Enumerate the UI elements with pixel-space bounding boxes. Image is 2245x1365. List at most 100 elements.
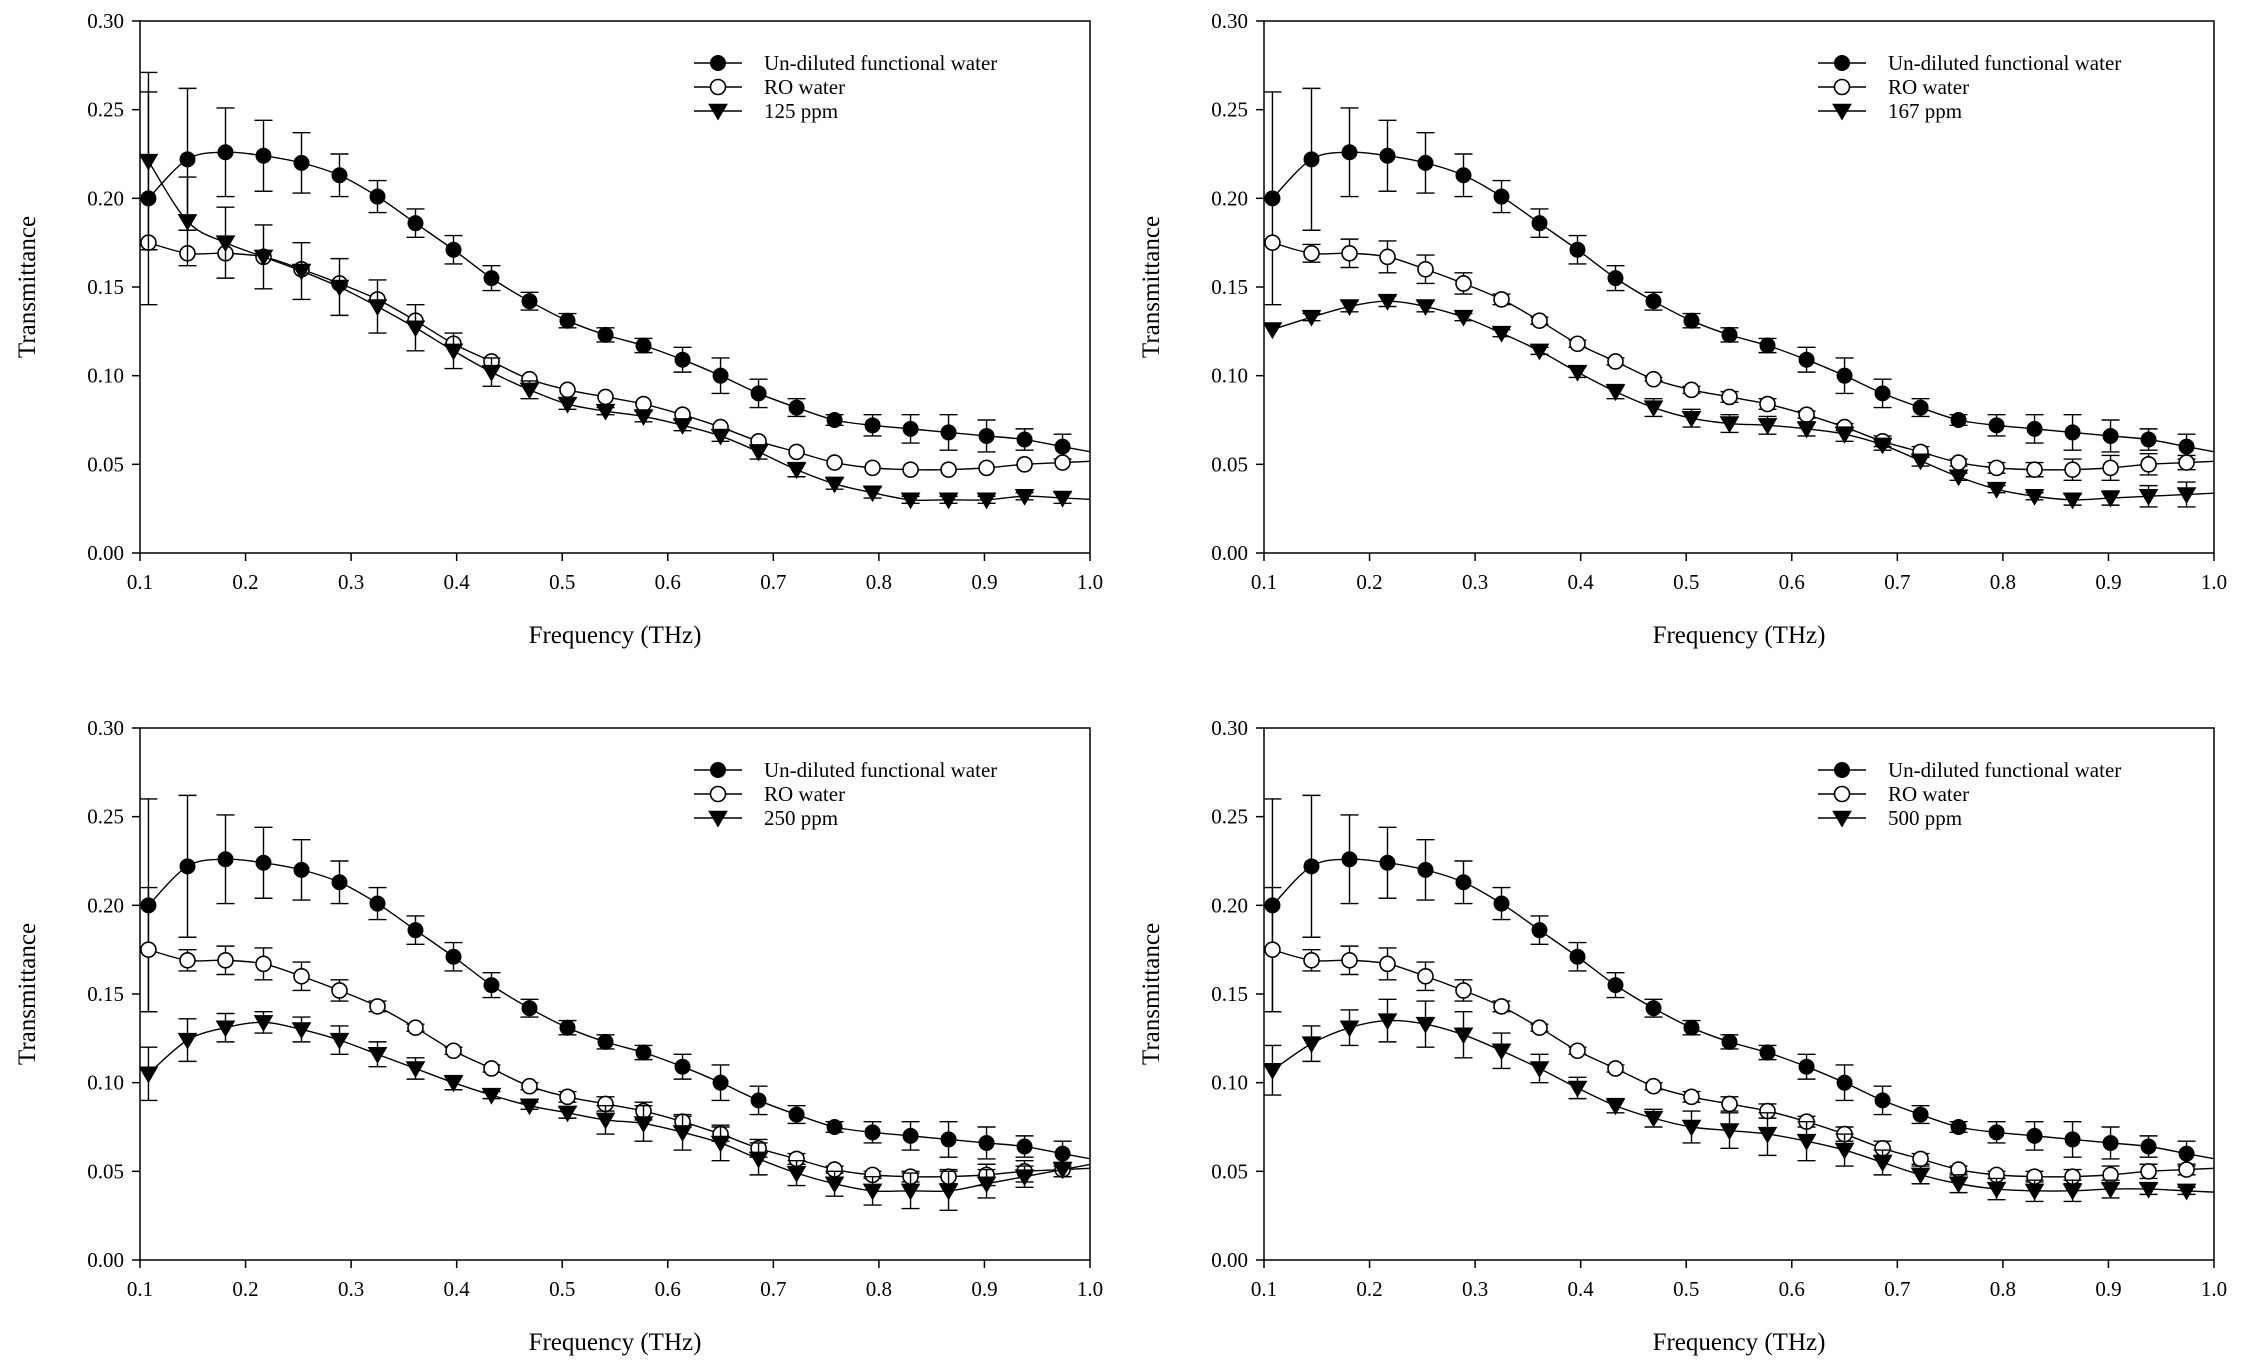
legend-marker [1834,762,1850,778]
data-point [597,1033,614,1050]
data-point [2024,489,2045,506]
x-tick-label: 0.1 [127,1277,153,1301]
legend-label: 250 ppm [764,806,838,830]
data-point [1569,241,1586,258]
data-point [1798,351,1815,368]
data-point [179,151,196,168]
data-point [748,1151,769,1169]
y-tick-label: 0.30 [87,716,124,740]
data-point [1719,1123,1740,1141]
data-point [255,955,272,973]
data-point [445,948,462,965]
data-point [1417,861,1434,878]
data-point [445,241,462,258]
data-point [1303,952,1320,969]
data-point [1016,1138,1033,1155]
data-point [1379,955,1396,973]
data-point [1836,1074,1853,1091]
y-tick-label: 0.10 [1211,364,1248,388]
y-tick-label: 0.10 [1211,1071,1248,1095]
data-point [2176,1183,2197,1201]
x-tick-label: 0.2 [232,1277,258,1301]
data-point [1681,1119,1702,1137]
data-point [2178,1161,2195,1178]
data-point [1721,1095,1738,1113]
data-point [1453,1027,1474,1045]
data-point [1796,421,1817,439]
data-point [2100,490,2121,508]
data-point [940,424,957,441]
data-point [1341,144,1358,161]
data-point [1493,895,1510,912]
y-tick-label: 0.20 [1211,186,1248,210]
data-point [255,854,272,871]
x-tick-label: 0.4 [444,1277,471,1301]
data-point [1264,1063,1283,1080]
x-tick-label: 0.9 [971,570,997,594]
y-tick-label: 0.10 [87,364,124,388]
data-point [1950,1119,1967,1135]
x-tick-label: 0.9 [971,1277,997,1301]
data-point [1339,299,1360,317]
data-point [407,922,424,939]
data-point [1721,388,1738,406]
data-point [1643,1110,1664,1128]
data-point [1607,977,1624,994]
data-point [369,188,386,205]
series-2 [1264,234,2214,481]
legend-marker [1832,810,1852,828]
data-point [1303,858,1320,875]
y-axis-title: Transmittance [14,216,41,358]
x-tick-label: 0.4 [444,570,471,594]
x-tick-label: 0.8 [1990,1277,2016,1301]
data-point [217,952,234,969]
y-tick-label: 0.30 [87,9,124,33]
data-point [481,364,502,382]
x-tick-label: 0.1 [1251,1277,1277,1301]
data-point [253,249,274,267]
data-point [1986,481,2007,499]
data-point [1417,260,1434,278]
chart-panel-4: 0.1 0.2 0.3 0.4 0.5 0.6 0.7 0.8 0.9 1.0 0.00 0.05 0.… [1138,716,2227,1356]
data-point [331,874,348,891]
data-point [1950,454,1967,471]
data-point [1491,325,1512,343]
data-point [1605,1098,1626,1116]
data-point [1377,1013,1398,1031]
data-point [1607,1060,1624,1077]
data-point [1054,454,1071,471]
data-point [481,1087,502,1105]
data-point [1415,1016,1436,1034]
legend-marker [1832,103,1852,121]
x-axis-title: Frequency (THz) [1653,1329,1826,1356]
data-point [1834,426,1855,444]
series-3 [140,1011,1090,1212]
data-point [1455,982,1472,999]
y-tick-label: 0.00 [1211,541,1248,565]
data-point [559,381,576,399]
series-1 [140,794,1090,1167]
data-point [750,1092,767,1109]
data-point [215,235,236,253]
data-point [2064,461,2081,478]
legend-label: RO water [1888,75,1969,99]
y-tick-label: 0.20 [87,186,124,210]
data-point [1341,245,1358,262]
x-tick-label: 1.0 [1077,570,1103,594]
data-point [1264,941,1281,958]
y-tick-label: 0.25 [87,805,124,829]
data-point [1834,1142,1855,1160]
legend-marker [710,55,726,71]
y-tick-label: 0.05 [1211,1159,1248,1183]
data-point [293,967,310,985]
data-point [595,1112,616,1130]
data-point [329,1032,350,1050]
legend-label: 125 ppm [764,99,838,123]
y-tick-label: 0.15 [1211,982,1248,1006]
data-point [140,941,157,958]
data-point [445,1042,462,1060]
data-point [1645,1000,1662,1017]
data-point [2062,492,2083,510]
data-point [1379,248,1396,266]
data-point [369,895,386,912]
